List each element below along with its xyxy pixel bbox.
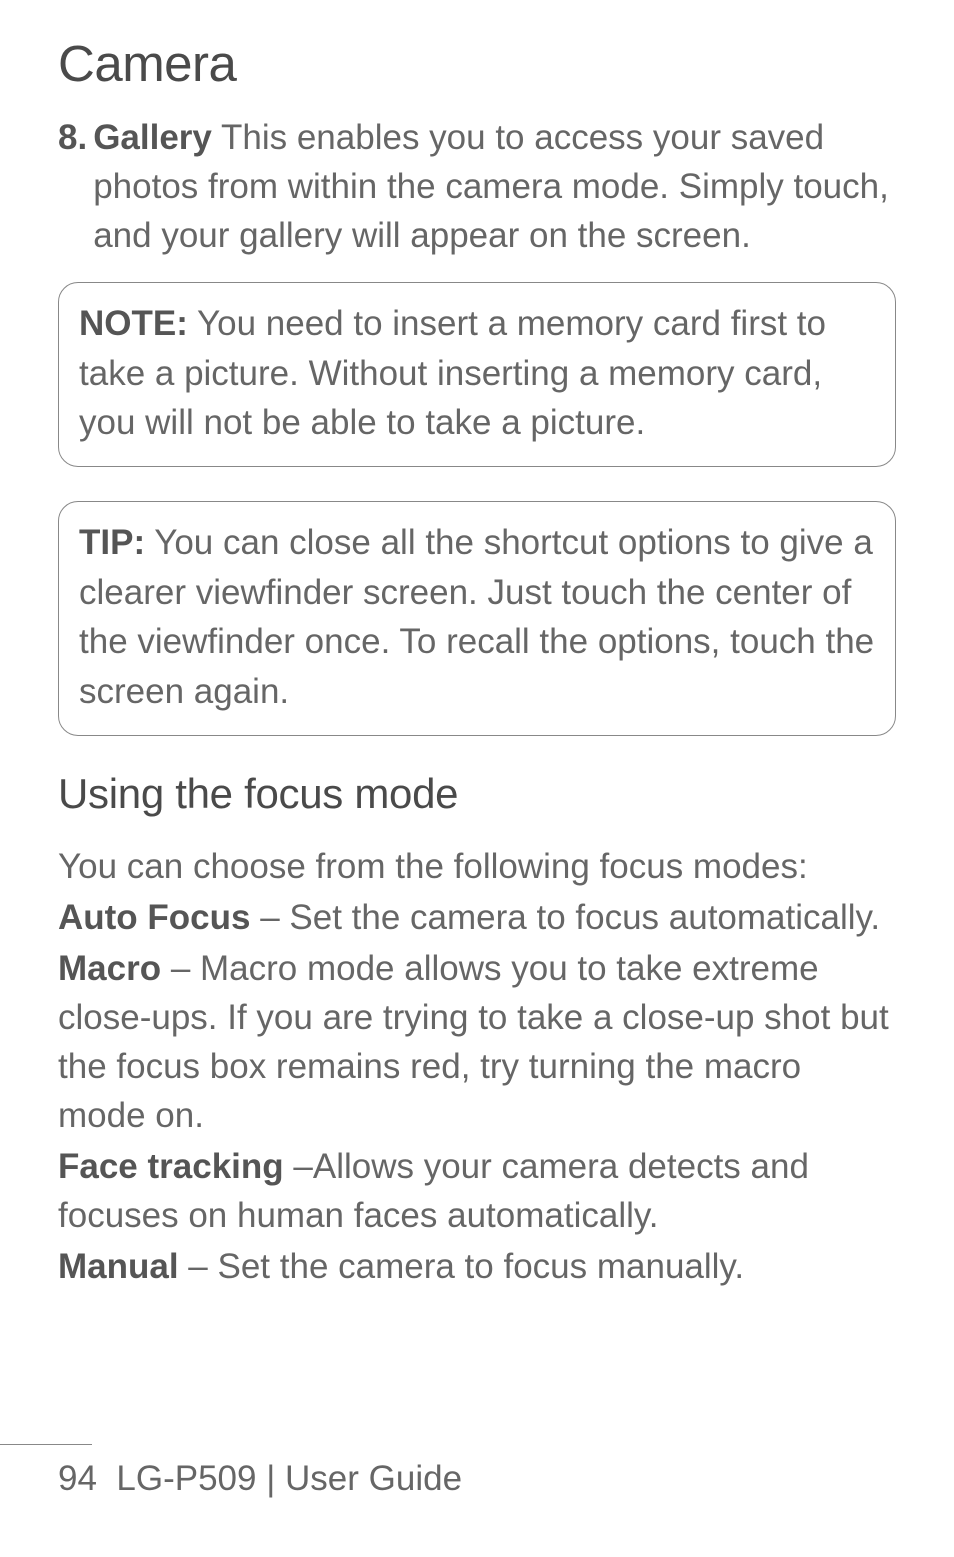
note-text: You need to insert a memory card first t… xyxy=(79,304,826,442)
section-heading: Using the focus mode xyxy=(58,770,896,818)
mode-text: – Macro mode allows you to take extreme … xyxy=(58,949,889,1135)
mode-label: Auto Focus xyxy=(58,898,250,937)
page-footer: 94 LG-P509 | User Guide xyxy=(0,1444,954,1499)
list-number: 8. xyxy=(58,113,93,260)
numbered-list-item: 8. Gallery This enables you to access yo… xyxy=(58,113,896,260)
tip-text: You can close all the shortcut options t… xyxy=(79,523,874,711)
mode-macro: Macro – Macro mode allows you to take ex… xyxy=(58,944,896,1140)
page-number: 94 xyxy=(58,1459,97,1498)
tip-callout: TIP: You can close all the shortcut opti… xyxy=(58,501,896,736)
model-name: LG-P509 xyxy=(116,1459,256,1498)
intro-paragraph: You can choose from the following focus … xyxy=(58,842,896,891)
mode-manual: Manual – Set the camera to focus manuall… xyxy=(58,1242,896,1291)
list-label: Gallery xyxy=(93,118,212,157)
mode-label: Macro xyxy=(58,949,161,988)
footer-rule xyxy=(0,1444,92,1445)
list-text: This enables you to access your saved ph… xyxy=(93,118,889,255)
footer-separator: | xyxy=(256,1459,285,1498)
mode-face-tracking: Face tracking –Allows your camera detect… xyxy=(58,1142,896,1240)
note-label: NOTE: xyxy=(79,304,188,343)
mode-text: – Set the camera to focus manually. xyxy=(179,1247,744,1286)
page-title: Camera xyxy=(58,34,896,93)
mode-label: Manual xyxy=(58,1247,179,1286)
note-callout: NOTE: You need to insert a memory card f… xyxy=(58,282,896,467)
mode-label: Face tracking xyxy=(58,1147,284,1186)
mode-auto-focus: Auto Focus – Set the camera to focus aut… xyxy=(58,893,896,942)
mode-text: – Set the camera to focus automatically. xyxy=(250,898,880,937)
tip-label: TIP: xyxy=(79,523,145,562)
list-body: Gallery This enables you to access your … xyxy=(93,113,896,260)
footer-text: 94 LG-P509 | User Guide xyxy=(0,1459,954,1499)
guide-label: User Guide xyxy=(285,1459,462,1498)
